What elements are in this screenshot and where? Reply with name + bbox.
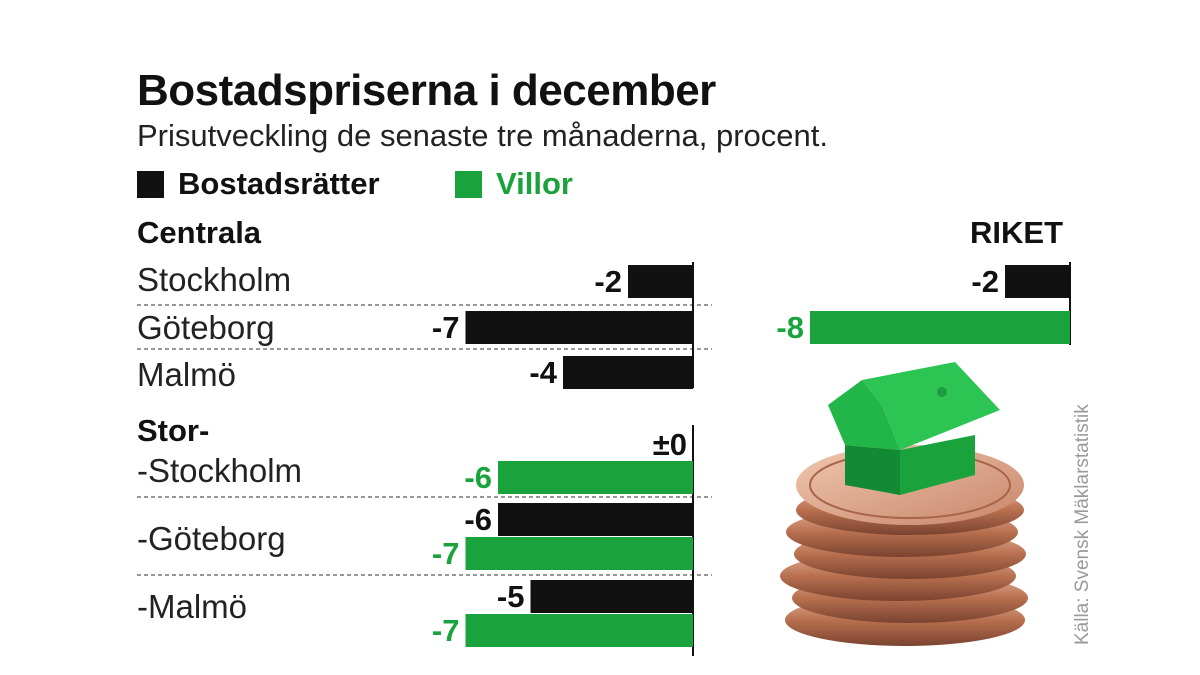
bar-stockholm-bostadsratter <box>628 265 693 298</box>
bar-riket-bostadsratter <box>1005 265 1070 298</box>
bar-malm-bostadsratter <box>563 356 693 389</box>
source-label: Källa: Svensk Mäklarstatistik <box>1072 404 1094 645</box>
data-label-gteborg-villor: -7 <box>432 536 460 571</box>
bar-gteborg-bostadsratter <box>498 503 693 536</box>
data-label-stockholm-bostadsratter: ±0 <box>653 427 687 462</box>
bar-riket-villor <box>810 311 1070 344</box>
data-label-riket-bostadsratter: -2 <box>971 264 999 299</box>
data-label-riket-villor: -8 <box>776 310 804 345</box>
bar-gteborg-bostadsratter <box>466 311 694 344</box>
data-label-malm-bostadsratter: -4 <box>529 355 557 390</box>
data-label-gteborg-bostadsratter: -7 <box>432 310 460 345</box>
data-label-malm-villor: -7 <box>432 613 460 648</box>
bar-malm-villor <box>466 614 694 647</box>
data-label-stockholm-villor: -6 <box>464 460 492 495</box>
house-on-coins-image <box>770 350 1040 650</box>
bar-stockholm-villor <box>498 461 693 494</box>
data-label-malm-bostadsratter: -5 <box>497 579 525 614</box>
data-label-gteborg-bostadsratter: -6 <box>464 502 492 537</box>
bar-gteborg-villor <box>466 537 694 570</box>
bar-malm-bostadsratter <box>531 580 694 613</box>
data-label-stockholm-bostadsratter: -2 <box>594 264 622 299</box>
